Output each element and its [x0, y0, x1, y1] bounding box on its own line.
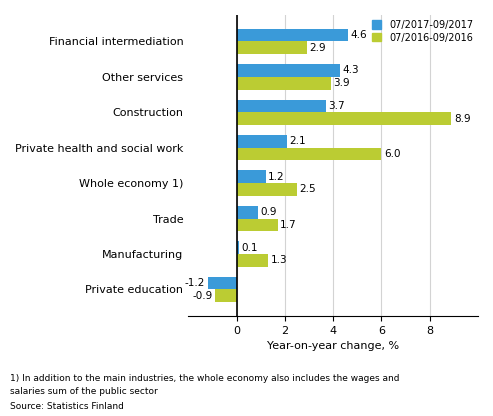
Text: -0.9: -0.9	[192, 291, 212, 301]
Text: 0.1: 0.1	[242, 243, 258, 253]
Text: 4.6: 4.6	[350, 30, 367, 40]
Text: 1) In addition to the main industries, the whole economy also includes the wages: 1) In addition to the main industries, t…	[10, 374, 399, 383]
Bar	[237, 218, 278, 231]
Bar	[237, 171, 266, 183]
Text: salaries sum of the public sector: salaries sum of the public sector	[10, 387, 158, 396]
Bar	[237, 112, 452, 125]
Bar	[237, 64, 340, 77]
Bar	[237, 148, 382, 161]
X-axis label: Year-on-year change, %: Year-on-year change, %	[267, 341, 399, 351]
Bar	[237, 183, 297, 196]
Bar	[237, 206, 258, 218]
Text: 2.9: 2.9	[309, 43, 325, 53]
Text: 8.9: 8.9	[454, 114, 470, 124]
Bar	[237, 29, 348, 42]
Text: -1.2: -1.2	[185, 278, 205, 288]
Bar	[237, 99, 326, 112]
Legend: 07/2017-09/2017, 07/2016-09/2016: 07/2017-09/2017, 07/2016-09/2016	[372, 20, 473, 43]
Text: 6.0: 6.0	[384, 149, 400, 159]
Bar	[237, 241, 239, 254]
Text: 1.7: 1.7	[280, 220, 297, 230]
Text: 3.7: 3.7	[328, 101, 345, 111]
Bar	[237, 135, 287, 148]
Bar	[237, 77, 331, 89]
Text: 3.9: 3.9	[333, 78, 350, 88]
Text: 1.3: 1.3	[270, 255, 287, 265]
Text: 2.5: 2.5	[299, 184, 316, 195]
Bar	[237, 42, 307, 54]
Text: 4.3: 4.3	[343, 65, 359, 75]
Text: 2.1: 2.1	[290, 136, 306, 146]
Bar	[215, 290, 237, 302]
Bar	[208, 277, 237, 290]
Bar	[237, 254, 268, 267]
Text: Source: Statistics Finland: Source: Statistics Finland	[10, 401, 124, 411]
Text: 0.9: 0.9	[261, 207, 277, 217]
Text: 1.2: 1.2	[268, 172, 284, 182]
